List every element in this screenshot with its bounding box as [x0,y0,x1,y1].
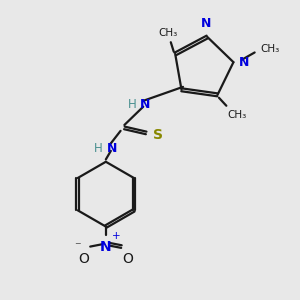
Text: S: S [153,128,163,142]
Text: CH₃: CH₃ [158,28,178,38]
Text: O: O [78,252,89,266]
Text: +: + [112,231,121,241]
Text: H: H [128,98,137,111]
Text: CH₃: CH₃ [228,110,247,120]
Text: N: N [100,240,112,254]
Text: N: N [140,98,151,111]
Text: N: N [107,142,117,155]
Text: N: N [239,56,249,69]
Text: CH₃: CH₃ [260,44,279,54]
Text: ⁻: ⁻ [74,241,81,254]
Text: N: N [201,16,212,30]
Text: O: O [122,252,134,266]
Text: H: H [94,142,103,155]
